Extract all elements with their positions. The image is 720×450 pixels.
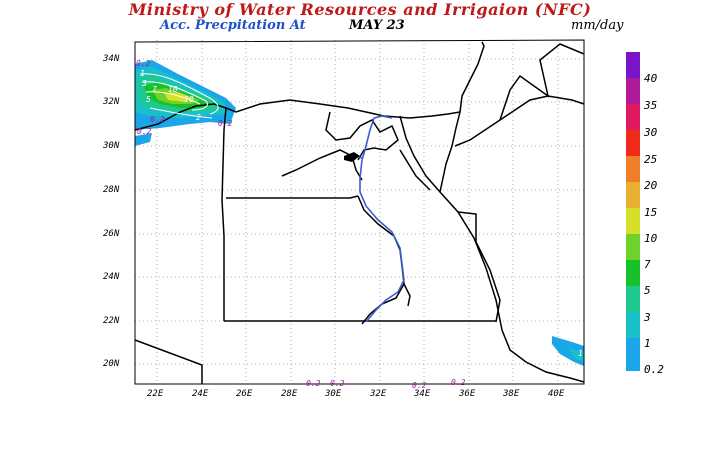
contour-label: 2 bbox=[196, 113, 201, 122]
contour-label: 0.2 bbox=[150, 115, 165, 124]
contour-label: 3 bbox=[141, 79, 147, 88]
lat-label: 32N bbox=[103, 97, 120, 107]
contour-label: 0.2 bbox=[412, 381, 427, 390]
lat-label: 26N bbox=[103, 229, 120, 239]
colorbar-swatch-10 bbox=[626, 208, 640, 234]
lat-label: 28N bbox=[103, 185, 120, 195]
lake-qarun bbox=[344, 152, 360, 162]
colorbar-swatch-5 bbox=[626, 260, 640, 286]
lon-label: 36E bbox=[459, 389, 476, 399]
colorbar-swatch-0.2 bbox=[626, 338, 640, 371]
colorbar-label: 0.2 bbox=[644, 363, 664, 376]
colorbar-swatch-25 bbox=[626, 130, 640, 156]
colorbar-label: 25 bbox=[644, 153, 658, 166]
colorbar bbox=[626, 52, 640, 371]
lat-label: 30N bbox=[103, 141, 120, 151]
colorbar-swatch-15 bbox=[626, 182, 640, 208]
colorbar-swatch-1 bbox=[626, 312, 640, 338]
nile-river bbox=[349, 115, 405, 323]
contour-label: 1 bbox=[140, 69, 145, 78]
colorbar-label: 40 bbox=[644, 72, 658, 85]
colorbar-swatch-30 bbox=[626, 104, 640, 130]
lon-label: 24E bbox=[192, 389, 209, 399]
colorbar-label: 5 bbox=[644, 284, 651, 297]
lon-label: 30E bbox=[325, 389, 342, 399]
colorbar-label: 30 bbox=[644, 126, 658, 139]
units-label: mm/day bbox=[571, 18, 624, 33]
colorbar-label: 3 bbox=[644, 311, 651, 324]
contour-label: 10 bbox=[184, 95, 194, 104]
contour-label: 0.2 bbox=[306, 379, 321, 388]
colorbar-label: 15 bbox=[644, 206, 658, 219]
lon-label: 38E bbox=[503, 389, 520, 399]
coastlines-borders bbox=[134, 39, 585, 385]
colorbar-label: 10 bbox=[644, 232, 658, 245]
date-subtitle: MAY 23 bbox=[349, 18, 405, 33]
colorbar-label: 20 bbox=[644, 179, 658, 192]
lat-label: 34N bbox=[103, 54, 120, 64]
lat-label: 22N bbox=[103, 316, 120, 326]
contour-label: 0.2 bbox=[451, 378, 466, 387]
colorbar-swatch-40 bbox=[626, 52, 640, 78]
contour-label: 7 bbox=[152, 85, 157, 94]
precip-field-southeast bbox=[552, 336, 584, 366]
colorbar-swatch-7 bbox=[626, 234, 640, 260]
contour-label: 0.2 bbox=[136, 59, 151, 68]
contour-label: 10 bbox=[168, 85, 178, 94]
lon-label: 28E bbox=[281, 389, 298, 399]
product-subtitle: Acc. Precpitation At bbox=[160, 18, 306, 33]
precip-contours bbox=[139, 73, 219, 119]
lon-label: 32E bbox=[370, 389, 387, 399]
colorbar-label: 7 bbox=[644, 258, 651, 271]
contour-label: 1 bbox=[578, 349, 583, 358]
contour-label: 0.2 bbox=[218, 119, 233, 128]
lon-label: 26E bbox=[236, 389, 253, 399]
lon-label: 40E bbox=[548, 389, 565, 399]
lon-label: 34E bbox=[414, 389, 431, 399]
colorbar-label: 1 bbox=[644, 337, 651, 350]
colorbar-swatch-3 bbox=[626, 286, 640, 312]
chart-title: Ministry of Water Resources and Irrigaio… bbox=[128, 0, 592, 19]
contour-label: 0.2 bbox=[330, 379, 345, 388]
lat-label: 24N bbox=[103, 272, 120, 282]
contour-label: 5 bbox=[146, 95, 151, 104]
lat-label: 20N bbox=[103, 359, 120, 369]
lon-label: 22E bbox=[147, 389, 164, 399]
colorbar-swatch-35 bbox=[626, 78, 640, 104]
contour-labels: 0.2 1 3 7 10 10 5 2 0.2 0.2 0.2 1 0.2 0.… bbox=[136, 59, 583, 390]
contour-label: 0.2 bbox=[137, 127, 152, 136]
colorbar-swatch-20 bbox=[626, 156, 640, 182]
precip-field-northwest bbox=[135, 60, 236, 146]
colorbar-label: 35 bbox=[644, 99, 658, 112]
